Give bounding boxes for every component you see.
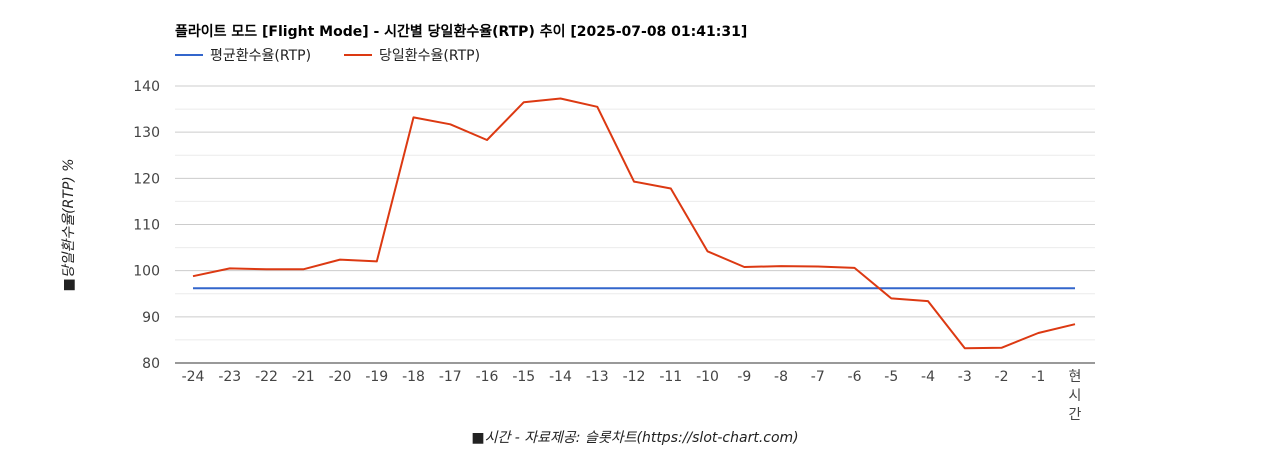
- x-tick-label: -7: [811, 369, 825, 385]
- x-tick-label: -4: [921, 369, 935, 385]
- x-tick-label: -9: [737, 369, 751, 385]
- x-tick-label: -13: [586, 369, 609, 385]
- x-tick-label: -3: [958, 369, 972, 385]
- x-axis-label: ■시간 - 자료제공: 슬롯차트(https://slot-chart.com): [471, 430, 798, 446]
- y-tick-label: 110: [133, 218, 160, 234]
- x-tick-label: -10: [696, 369, 719, 385]
- legend-label-daily: 당일환수율(RTP): [379, 48, 480, 64]
- y-tick-label: 80: [142, 356, 160, 372]
- x-axis-ticks: -24 -23 -22 -21 -20 -19 -18 -17 -16 -15 -14 -13 -12-…: [182, 369, 1082, 423]
- x-tick-label: -12: [623, 369, 646, 385]
- x-tick-label: -1: [1031, 369, 1045, 385]
- x-tick-label: -8: [774, 369, 788, 385]
- x-tick-label: -22: [255, 369, 278, 385]
- chart-title: 플라이트 모드 [Flight Mode] - 시간별 당일환수율(RTP) 추…: [175, 23, 747, 40]
- y-axis-label: ■당일환수율(RTP) %: [61, 158, 77, 291]
- x-tick-label: -21: [292, 369, 315, 385]
- x-tick-label: -5: [884, 369, 898, 385]
- y-tick-label: 120: [133, 171, 160, 187]
- series-line-daily-rtp: [192, 97, 1076, 350]
- x-tick-label: -24: [182, 369, 205, 385]
- x-tick-label: -20: [329, 369, 352, 385]
- legend: 평균환수율(RTP) 당일환수율(RTP): [175, 48, 480, 64]
- legend-label-average: 평균환수율(RTP): [210, 48, 311, 64]
- x-tick-label: -14: [549, 369, 572, 385]
- x-tick-label: -2: [995, 369, 1009, 385]
- x-tick-label: -15: [512, 369, 535, 385]
- x-tick-label: -18: [402, 369, 425, 385]
- x-tick-label: -17: [439, 369, 462, 385]
- y-tick-label: 140: [133, 79, 160, 95]
- y-tick-label: 100: [133, 264, 160, 280]
- x-tick-label: -23: [218, 369, 241, 385]
- y-tick-label: 90: [142, 310, 160, 326]
- gridlines: [175, 85, 1095, 364]
- x-tick-label: -11: [659, 369, 682, 385]
- y-axis-ticks: 80 90 100 110 120 130 140: [133, 79, 160, 372]
- x-tick-label: -16: [476, 369, 499, 385]
- x-tick-label: -19: [365, 369, 388, 385]
- series-lines: [192, 97, 1076, 350]
- y-tick-label: 130: [133, 125, 160, 141]
- x-tick-label: -6: [848, 369, 862, 385]
